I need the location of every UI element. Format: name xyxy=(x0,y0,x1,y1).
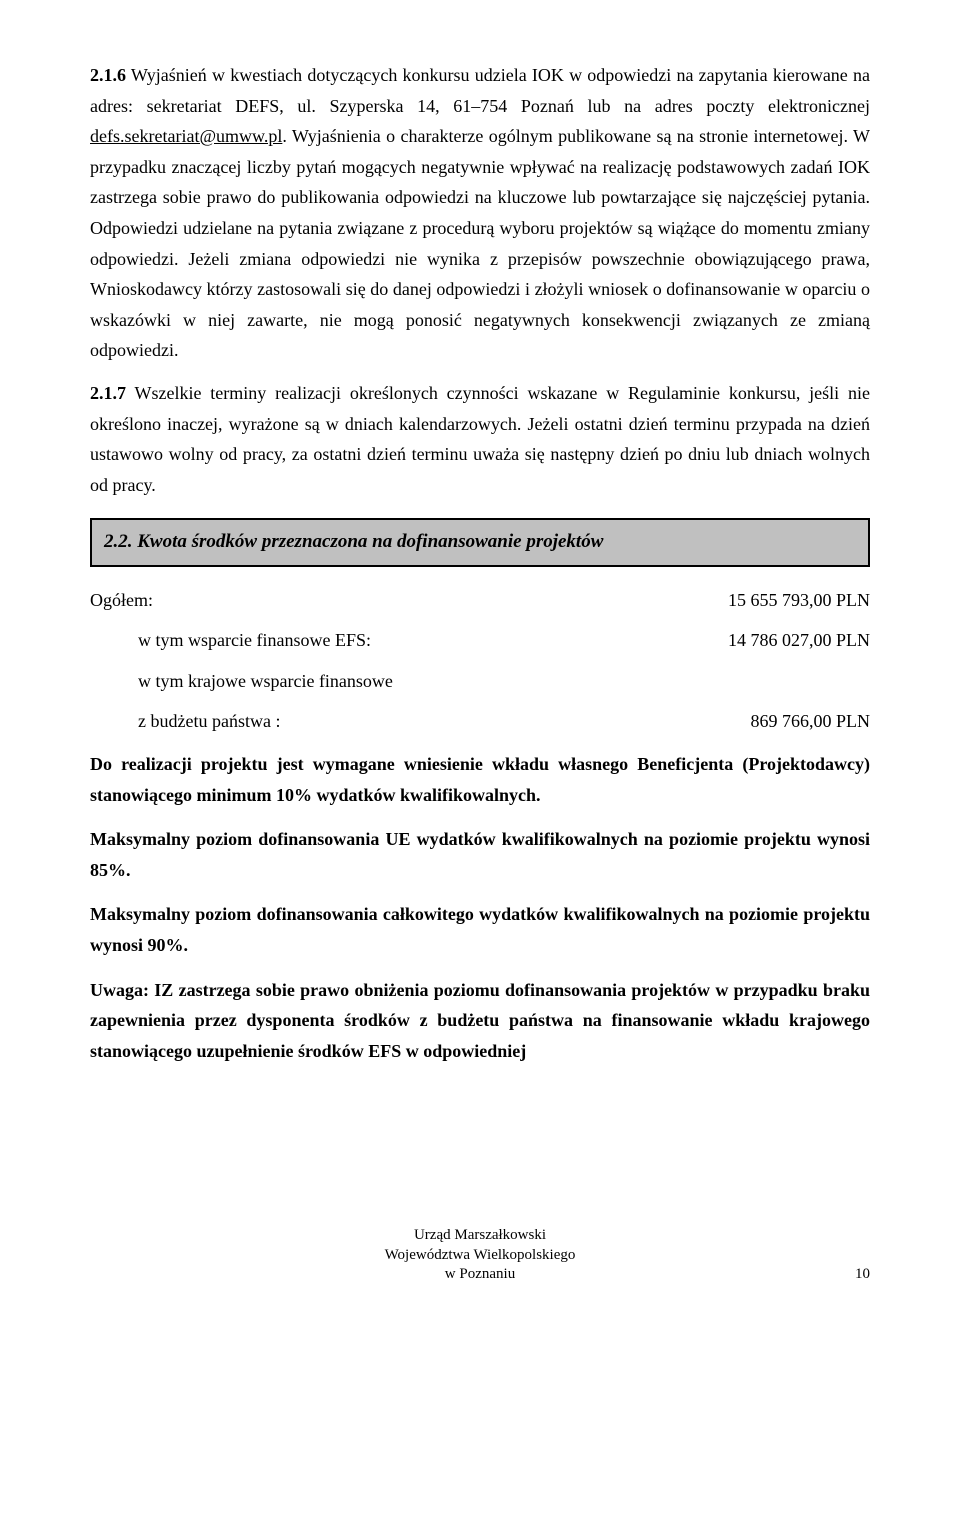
footer-line-3: w Poznaniu xyxy=(90,1265,870,1285)
para-text-216b: . Wyjaśnienia o charakterze ogólnym publ… xyxy=(90,126,870,360)
budget-state-row: z budżetu państwa : 869 766,00 PLN xyxy=(90,706,870,737)
budget-state-value: 869 766,00 PLN xyxy=(750,706,870,737)
budget-total-row: Ogółem: 15 655 793,00 PLN xyxy=(90,585,870,616)
budget-total-label: Ogółem: xyxy=(90,585,728,616)
para-number-216: 2.1.6 xyxy=(90,65,126,85)
page-footer: Urząd Marszałkowski Województwa Wielkopo… xyxy=(90,1226,870,1285)
email-link: defs.sekretariat@umww.pl xyxy=(90,126,282,146)
bold-paragraph-1: Do realizacji projektu jest wymagane wni… xyxy=(90,749,870,810)
bold-paragraph-4: Uwaga: IZ zastrzega sobie prawo obniżeni… xyxy=(90,975,870,1067)
budget-efs-row: w tym wsparcie finansowe EFS: 14 786 027… xyxy=(90,625,870,656)
budget-national-label: w tym krajowe wsparcie finansowe xyxy=(138,666,870,697)
bold-paragraph-3: Maksymalny poziom dofinansowania całkowi… xyxy=(90,899,870,960)
budget-efs-value: 14 786 027,00 PLN xyxy=(728,625,870,656)
para-number-217: 2.1.7 xyxy=(90,383,126,403)
budget-total-value: 15 655 793,00 PLN xyxy=(728,585,870,616)
budget-national-row: w tym krajowe wsparcie finansowe xyxy=(90,666,870,697)
para-text-217: Wszelkie terminy realizacji określonych … xyxy=(90,383,870,495)
budget-state-label: z budżetu państwa : xyxy=(138,706,750,737)
budget-efs-label: w tym wsparcie finansowe EFS: xyxy=(138,625,728,656)
footer-line-1: Urząd Marszałkowski xyxy=(90,1226,870,1246)
section-header-22: 2.2. Kwota środków przeznaczona na dofin… xyxy=(90,518,870,566)
footer-line-2: Województwa Wielkopolskiego xyxy=(90,1246,870,1266)
paragraph-217: 2.1.7 Wszelkie terminy realizacji określ… xyxy=(90,378,870,500)
page-number: 10 xyxy=(855,1265,870,1285)
paragraph-216: 2.1.6 Wyjaśnień w kwestiach dotyczących … xyxy=(90,60,870,366)
bold-paragraph-2: Maksymalny poziom dofinansowania UE wyda… xyxy=(90,824,870,885)
para-text-216a: Wyjaśnień w kwestiach dotyczących konkur… xyxy=(90,65,870,116)
